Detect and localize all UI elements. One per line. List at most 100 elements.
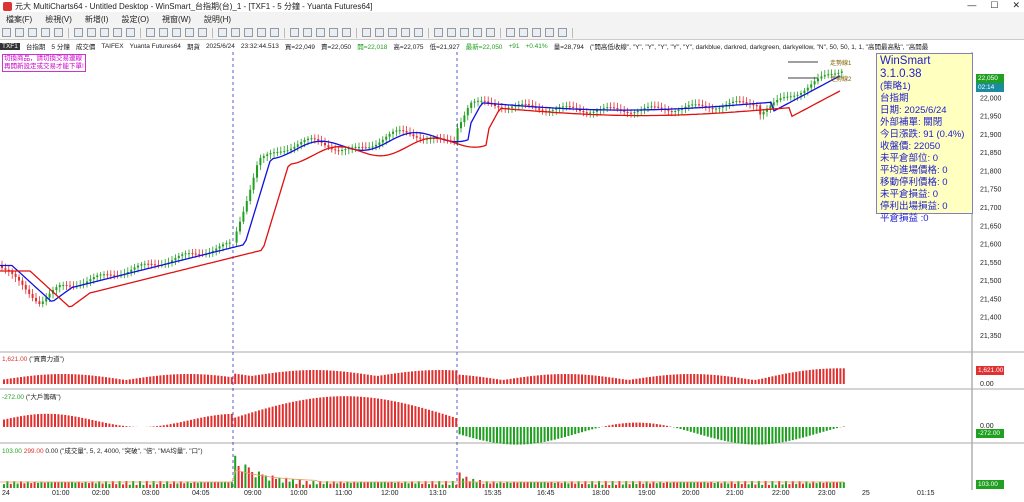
toolbar-button-icon[interactable] — [473, 28, 482, 37]
menu-help[interactable]: 說明(H) — [203, 14, 232, 24]
toolbar-button-icon[interactable] — [290, 28, 299, 37]
toolbar-button-icon[interactable] — [270, 28, 279, 37]
volume-bar — [655, 483, 658, 488]
toolbar-button-icon[interactable] — [257, 28, 266, 37]
toolbar-button-icon[interactable] — [100, 28, 109, 37]
toolbar-button-icon[interactable] — [41, 28, 50, 37]
toolbar-button-icon[interactable] — [244, 28, 253, 37]
candle-body — [745, 102, 748, 104]
candle-body — [596, 110, 598, 112]
volume-bar — [618, 481, 621, 488]
toolbar-button-icon[interactable] — [388, 28, 397, 37]
menu-view[interactable]: 檢視(V) — [45, 14, 72, 24]
candle-body — [194, 253, 197, 255]
toolbar-button-icon[interactable] — [28, 28, 37, 37]
power-bar — [689, 374, 692, 384]
chip-bar — [247, 413, 250, 427]
candle-body — [96, 275, 99, 278]
toolbar-button-icon[interactable] — [218, 28, 227, 37]
maximize-icon[interactable]: ☐ — [990, 0, 999, 10]
info-exit-pl: 停利出場損益: 0 — [880, 201, 948, 212]
candle-body — [256, 165, 258, 178]
toolbar-button-icon[interactable] — [303, 28, 312, 37]
power-bar — [91, 375, 94, 384]
candle-body — [487, 101, 490, 103]
volume-bar — [679, 481, 682, 488]
chip-bar — [516, 427, 519, 445]
menu-bar: 檔案(F) 檢視(V) 新增(I) 設定(O) 視窗(W) 說明(H) — [0, 12, 1024, 26]
volume-bar — [445, 481, 447, 488]
menu-settings[interactable]: 設定(O) — [121, 14, 150, 24]
toolbar-button-icon[interactable] — [414, 28, 423, 37]
volume-bar — [37, 482, 39, 488]
toolbar-button-icon[interactable] — [126, 28, 135, 37]
chip-bar — [33, 414, 36, 427]
power-bar — [220, 375, 223, 384]
candle-body — [242, 211, 245, 222]
toolbar-button-icon[interactable] — [159, 28, 168, 37]
volume-bar — [778, 481, 781, 488]
toolbar-button-icon[interactable] — [316, 28, 325, 37]
toolbar-button-icon[interactable] — [172, 28, 181, 37]
symbol-label[interactable]: TXF1 — [0, 42, 20, 50]
volume-bar — [683, 482, 685, 488]
chip-bar — [298, 400, 301, 427]
volume-bar — [54, 482, 56, 488]
toolbar-button-icon[interactable] — [519, 28, 528, 37]
toolbar-button-icon[interactable] — [185, 28, 194, 37]
toolbar-button-icon[interactable] — [558, 28, 567, 37]
price-tick-label: 21,750 — [980, 187, 1002, 194]
close-icon[interactable]: ✕ — [1012, 0, 1020, 10]
volume-bar — [281, 482, 284, 488]
menu-insert[interactable]: 新增(I) — [84, 14, 109, 24]
toolbar-button-icon[interactable] — [2, 28, 11, 37]
chip-bar — [506, 427, 509, 445]
power-bar — [696, 374, 699, 384]
power-bar — [798, 371, 801, 384]
candle-body — [538, 108, 541, 110]
toolbar-button-icon[interactable] — [342, 28, 351, 37]
candle-body — [177, 255, 180, 258]
volume-bar — [703, 481, 706, 488]
toolbar-button-icon[interactable] — [87, 28, 96, 37]
minimize-icon[interactable]: — — [967, 0, 977, 10]
panel3-zero-label: 0.00 — [980, 423, 994, 430]
chart-canvas[interactable]: 22,050 22,000 21,950 21,900 21,850 21,800 21,7… — [0, 52, 1024, 490]
toolbar-button-icon[interactable] — [532, 28, 541, 37]
toolbar-button-icon[interactable] — [434, 28, 443, 37]
toolbar-button-icon[interactable] — [545, 28, 554, 37]
volume-bar — [397, 481, 400, 488]
toolbar-button-icon[interactable] — [198, 28, 207, 37]
toolbar-button-icon[interactable] — [231, 28, 240, 37]
info-title: WinSmart 3.1.0.38 — [880, 55, 931, 80]
toolbar-button-icon[interactable] — [375, 28, 384, 37]
volume-bar — [836, 482, 838, 488]
toolbar-button-icon[interactable] — [447, 28, 456, 37]
menu-window[interactable]: 視窗(W) — [162, 14, 191, 24]
toolbar-button-icon[interactable] — [54, 28, 63, 37]
volume-bar — [431, 481, 434, 488]
candle-body — [307, 138, 309, 141]
toolbar-button-icon[interactable] — [113, 28, 122, 37]
volume-bar — [193, 481, 196, 488]
trend-line-label: 走勢線1 — [830, 59, 852, 67]
volume-bar — [740, 483, 743, 488]
toolbar-button-icon[interactable] — [15, 28, 24, 37]
chip-bar — [88, 419, 90, 427]
toolbar-button-icon[interactable] — [362, 28, 371, 37]
toolbar-button-icon[interactable] — [401, 28, 410, 37]
volume-bar — [305, 481, 308, 488]
volume-bar — [492, 481, 495, 488]
volume-bar — [57, 482, 60, 488]
toolbar-button-icon[interactable] — [460, 28, 469, 37]
menu-file[interactable]: 檔案(F) — [6, 14, 33, 24]
chip-bar — [754, 427, 757, 445]
candle-body — [494, 104, 496, 107]
candle-body — [647, 106, 649, 108]
toolbar-button-icon[interactable] — [486, 28, 495, 37]
toolbar-button-icon[interactable] — [146, 28, 155, 37]
volume-bar — [584, 481, 587, 488]
toolbar-button-icon[interactable] — [329, 28, 338, 37]
toolbar-button-icon[interactable] — [506, 28, 515, 37]
toolbar-button-icon[interactable] — [74, 28, 83, 37]
